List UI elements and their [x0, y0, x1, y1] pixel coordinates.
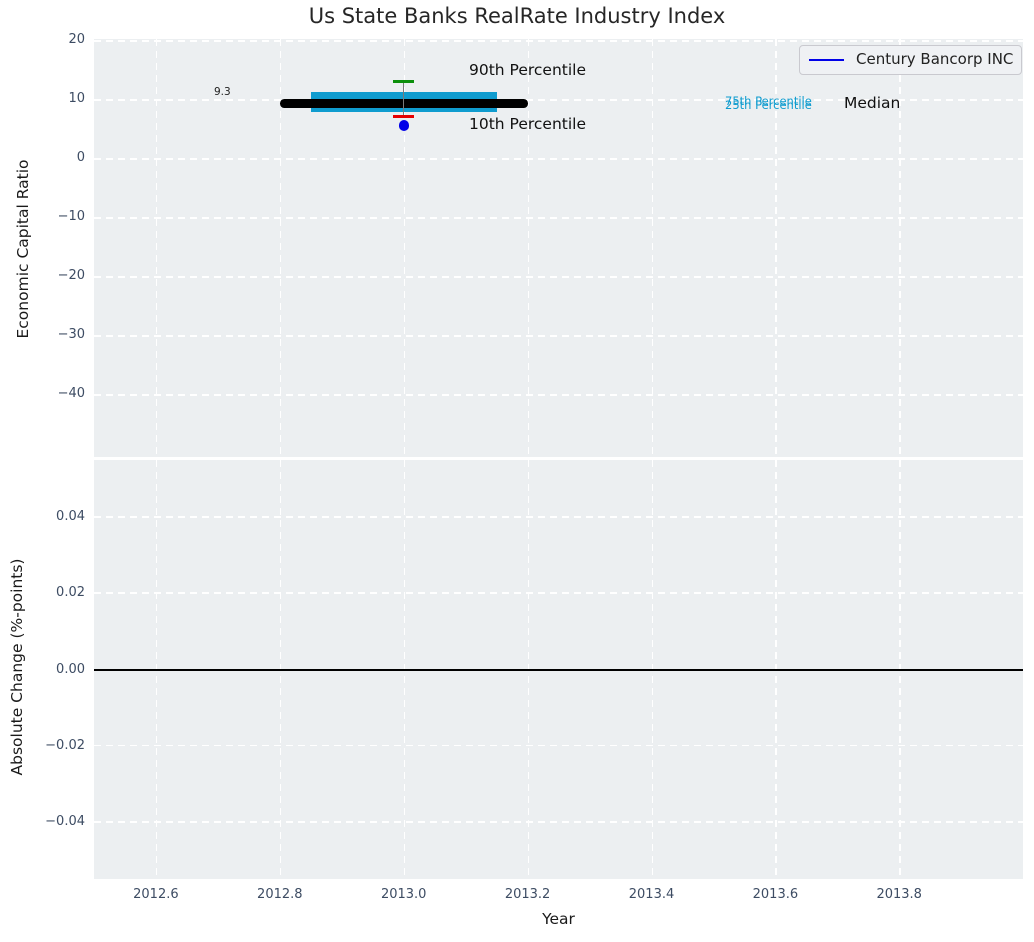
p90-cap [393, 79, 415, 83]
zero-baseline [94, 668, 1023, 671]
p75-annotation: 75th Percentile [725, 94, 812, 108]
legend-line-sample [809, 58, 844, 62]
xtick-label: 2013.8 [876, 887, 922, 902]
ytick-label: 10 [68, 91, 85, 106]
ytick-label: −10 [57, 209, 85, 224]
p10-cap [393, 114, 415, 118]
gridline [94, 821, 1023, 823]
gridline [94, 744, 1023, 747]
ytick-label: 0 [76, 150, 85, 165]
gridline [94, 335, 1023, 337]
gridline [94, 217, 1023, 219]
ytick-label: 20 [68, 32, 85, 47]
gridline [279, 39, 282, 457]
chart-title: Us State Banks RealRate Industry Index [308, 4, 726, 28]
gridline [527, 39, 530, 457]
ytick-label: −40 [57, 386, 85, 401]
xtick-label: 2013.6 [752, 887, 799, 902]
percentile-errorbar-line [403, 81, 405, 116]
company-data-point [398, 120, 410, 131]
gridline [899, 39, 901, 457]
xtick-label: 2013.2 [504, 887, 551, 902]
legend-label: Century Bancorp INC [856, 50, 1014, 68]
median-value-annotation: 9.3 [214, 85, 231, 98]
ytick-label: −20 [57, 268, 85, 283]
xtick-label: 2012.8 [257, 887, 303, 902]
gridline [94, 276, 1023, 278]
legend-box: Century Bancorp INC [799, 45, 1022, 75]
p90-annotation: 90th Percentile [469, 61, 587, 79]
gridline [403, 39, 406, 457]
xtick-label: 2013.0 [380, 887, 427, 902]
ytick-label: 0.02 [56, 585, 85, 600]
xtick-label: 2012.6 [133, 887, 179, 902]
gridline [94, 592, 1023, 594]
gridline [94, 158, 1023, 160]
axes-top-economic-capital-ratio: 9.3 90th Percentile 10th Percentile 75th… [94, 39, 1023, 457]
gridline [94, 516, 1023, 518]
gridline [94, 40, 1023, 42]
xtick-label: 2013.4 [628, 887, 675, 902]
ytick-label: 0.00 [56, 661, 85, 677]
gridline [651, 39, 654, 457]
xlabel-year: Year [542, 910, 575, 928]
ytick-label: −0.02 [45, 737, 85, 753]
ylabel-absolute-change: Absolute Change (%-points) [8, 558, 26, 776]
gridline [94, 99, 1023, 101]
ytick-label: 0.04 [56, 509, 85, 524]
p10-annotation: 10th Percentile [469, 115, 587, 133]
gridline [775, 39, 777, 457]
gridline [94, 394, 1023, 396]
p25-annotation: 25th Percentile [725, 97, 812, 112]
ytick-label: −30 [57, 327, 85, 342]
ytick-label: −0.04 [45, 814, 85, 829]
axes-bottom-absolute-change [94, 460, 1023, 879]
ylabel-economic-capital-ratio: Economic Capital Ratio [14, 159, 32, 339]
gridline [155, 39, 158, 457]
median-annotation: Median [844, 93, 901, 112]
